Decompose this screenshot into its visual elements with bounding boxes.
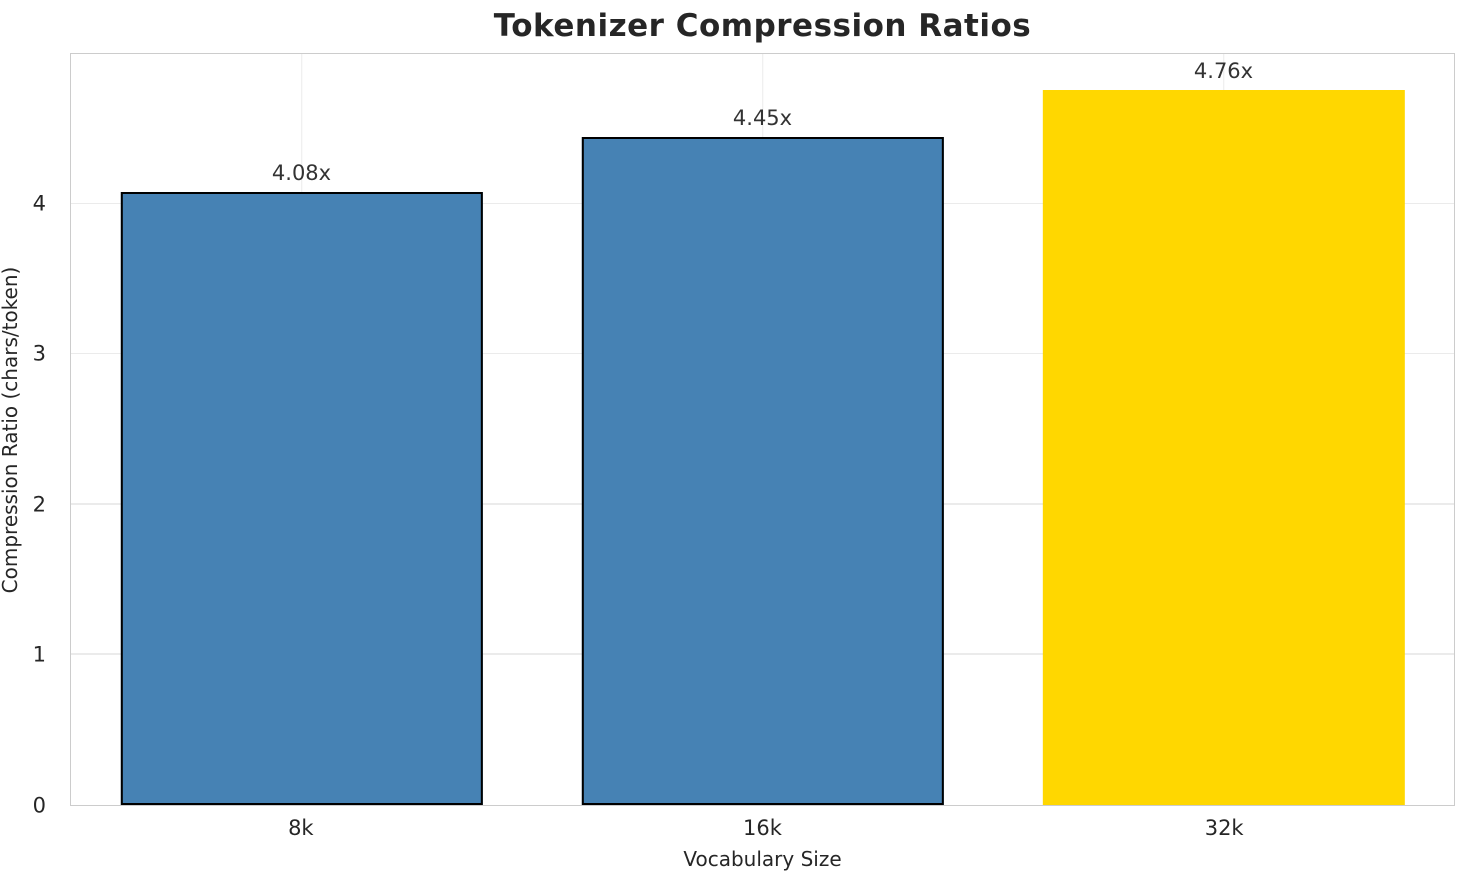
bar-value-label: 4.45x <box>732 105 793 130</box>
x-tick-label: 32k <box>1204 816 1244 840</box>
x-tick-label: 16k <box>743 816 782 840</box>
plot-area: 4.08x 4.45x 4.76x <box>70 53 1455 806</box>
y-tick-label: 4 <box>32 191 46 216</box>
chart-title: Tokenizer Compression Ratios <box>493 8 1032 44</box>
y-tick-label: 2 <box>32 492 46 517</box>
bar-value-label: 4.76x <box>1193 59 1254 84</box>
y-axis-ticks: 0 1 2 3 4 <box>0 53 58 816</box>
bar-value-label: 4.08x <box>271 161 332 186</box>
y-tick-label: 3 <box>32 341 46 366</box>
bar-8k <box>120 192 483 805</box>
x-axis-label: Vocabulary Size <box>683 847 842 871</box>
bar-32k <box>1042 90 1405 805</box>
y-tick-label: 0 <box>32 793 46 818</box>
y-tick-label: 1 <box>32 642 46 667</box>
bar-16k <box>581 136 944 805</box>
x-tick-label: 8k <box>288 816 314 840</box>
y-axis-label: Compression Ratio (chars/token) <box>0 266 22 594</box>
x-axis-ticks: 8k 16k 32k <box>70 816 1455 846</box>
